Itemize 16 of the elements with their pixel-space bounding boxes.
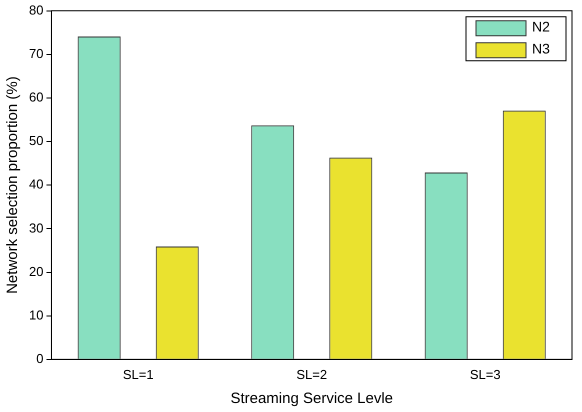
y-tick-label: 40 bbox=[28, 176, 44, 192]
legend-label: N3 bbox=[532, 40, 550, 57]
x-axis-title: Streaming Service Levle bbox=[230, 390, 394, 408]
y-tick-label: 0 bbox=[36, 350, 44, 366]
y-axis-title: Network selection proportion (%) bbox=[4, 76, 22, 294]
x-tick-label: SL=1 bbox=[122, 366, 154, 382]
y-tick-label: 70 bbox=[28, 46, 44, 61]
y-tick-label: 10 bbox=[28, 307, 44, 322]
x-tick-label: SL=2 bbox=[296, 366, 328, 382]
y-tick-label: 80 bbox=[28, 2, 44, 18]
y-tick-label: 50 bbox=[28, 133, 44, 148]
y-tick-label: 60 bbox=[28, 90, 44, 105]
legend-label: N2 bbox=[532, 18, 550, 35]
y-tick-label: 30 bbox=[28, 220, 44, 236]
y-tick-label: 20 bbox=[28, 264, 44, 279]
x-tick-label: SL=3 bbox=[470, 366, 501, 382]
